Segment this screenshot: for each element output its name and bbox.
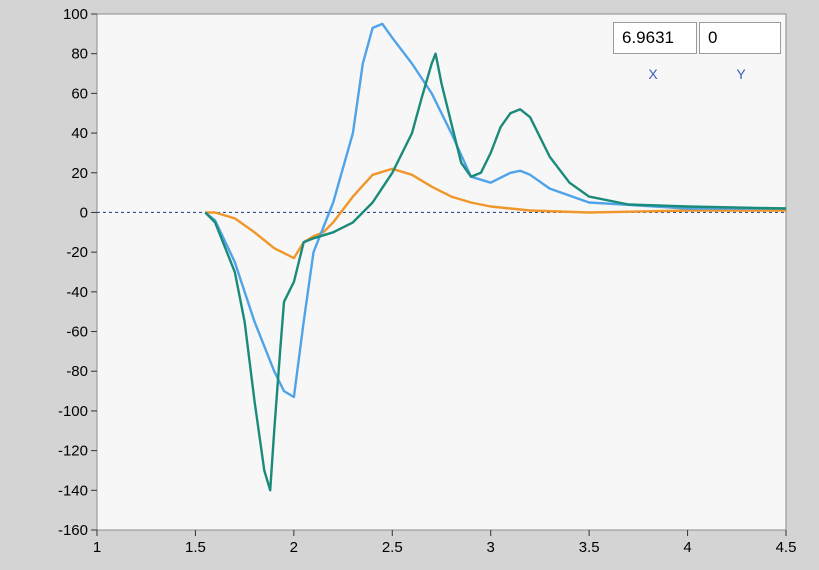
y-tick-label: 20 — [71, 165, 88, 182]
y-tick-label: -80 — [66, 363, 88, 380]
y-tick-label: -160 — [58, 522, 88, 539]
y-tick-label: -40 — [66, 284, 88, 301]
y-tick-label: -60 — [66, 324, 88, 341]
x-tick-label: 1 — [93, 539, 101, 556]
cursor-x-value[interactable]: 6.9631 — [613, 22, 697, 54]
y-tick-label: 60 — [71, 85, 88, 102]
plot-series — [204, 22, 787, 492]
series-line-1 — [205, 167, 786, 260]
y-tick-label: 100 — [63, 6, 88, 23]
plot-area[interactable] — [96, 13, 787, 531]
y-tick-label: -20 — [66, 244, 88, 261]
cursor-x-label: X — [648, 66, 658, 82]
cursor-y-label: Y — [736, 66, 746, 82]
x-axis: 1 1.5 2 2.5 3 3.5 4 4.5 — [93, 530, 797, 556]
x-tick-label: 1.5 — [185, 539, 206, 556]
x-tick-label: 4.5 — [776, 539, 797, 556]
x-tick-label: 2 — [290, 539, 298, 556]
x-tick-label: 3 — [487, 539, 495, 556]
y-tick-label: -120 — [58, 443, 88, 460]
y-axis: 100 80 60 40 20 0 -20 -40 -60 -80 -100 -120 -140 -160 — [58, 6, 97, 539]
y-tick-label: 80 — [71, 46, 88, 63]
y-tick-label: 0 — [80, 204, 88, 221]
series-line-3 — [204, 52, 787, 492]
x-tick-label: 4 — [683, 539, 691, 556]
y-tick-label: -100 — [58, 403, 88, 420]
y-tick-label: -140 — [58, 482, 88, 499]
x-tick-label: 2.5 — [382, 539, 403, 556]
x-tick-label: 3.5 — [579, 539, 600, 556]
y-tick-label: 40 — [71, 125, 88, 142]
cursor-y-value[interactable]: 0 — [699, 22, 781, 54]
